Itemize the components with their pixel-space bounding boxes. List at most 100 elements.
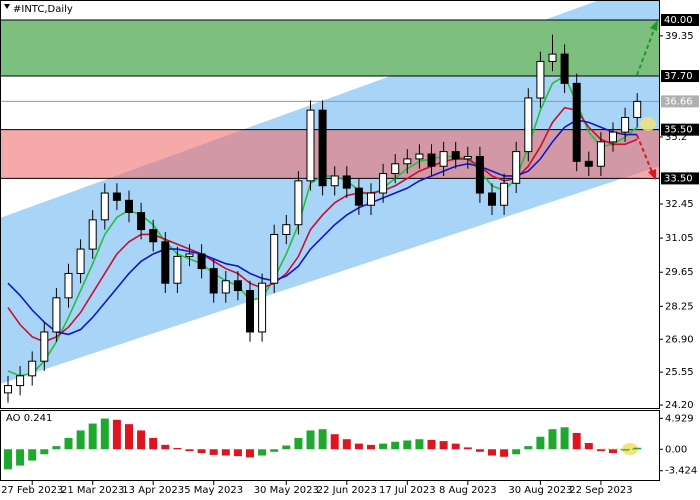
candle-body xyxy=(342,175,351,189)
candle-body xyxy=(488,192,496,206)
ao-bar xyxy=(282,445,291,450)
ao-bar xyxy=(209,449,218,455)
y-tick-label: 26.90 xyxy=(665,334,694,345)
candle-body xyxy=(524,97,533,153)
candle-body xyxy=(125,199,133,214)
ao-bar xyxy=(330,434,339,450)
title-icon xyxy=(4,4,10,9)
ao-bar xyxy=(40,449,49,455)
candle-body xyxy=(306,109,315,182)
ao-bar xyxy=(125,424,133,450)
ao-bar xyxy=(633,447,642,450)
x-tick-label: 13 Apr 2023 xyxy=(122,485,184,496)
ao-bar xyxy=(560,427,569,450)
candle-body xyxy=(367,192,375,206)
candle-body xyxy=(270,233,279,284)
ao-bar xyxy=(524,446,533,450)
ao-bar xyxy=(609,449,617,454)
candle-body xyxy=(185,253,194,257)
level-label: 35.50 xyxy=(664,125,693,136)
candles xyxy=(4,34,642,403)
ao-bar xyxy=(500,449,509,457)
level-label-bg xyxy=(661,95,699,108)
ao-bar xyxy=(415,439,424,450)
ao-bar xyxy=(221,449,230,456)
up-arrow xyxy=(636,26,656,76)
y-tick-label: 31.05 xyxy=(665,233,694,244)
indicator-frame xyxy=(0,410,660,481)
candle-body xyxy=(282,224,291,235)
candle-body xyxy=(609,131,617,143)
candle-body xyxy=(28,360,37,377)
ao-bar xyxy=(16,449,25,466)
candle-body xyxy=(427,153,436,167)
level-label: 33.50 xyxy=(664,173,693,184)
zone xyxy=(1,19,660,77)
candle-body xyxy=(415,153,424,160)
y-tick-label: 35.2 xyxy=(665,132,687,143)
grid xyxy=(1,19,660,179)
ao-bar xyxy=(258,449,267,456)
candle-body xyxy=(16,375,25,387)
candle-body xyxy=(379,173,388,194)
candle-body xyxy=(112,192,121,201)
main-frame xyxy=(0,0,660,409)
ao-bar xyxy=(439,441,448,450)
zones xyxy=(1,19,660,179)
candle-body xyxy=(209,268,218,294)
ao-bar xyxy=(246,449,254,458)
candle-body xyxy=(161,241,170,284)
x-tick-label: 21 Mar 2023 xyxy=(61,485,124,496)
y-tick-label: 29.65 xyxy=(665,267,694,278)
ao-bar xyxy=(342,439,351,450)
indicator xyxy=(4,418,642,470)
ao-bar xyxy=(294,437,303,450)
x-tick-label: 22 Jun 2023 xyxy=(317,485,377,496)
x-tick-label: 5 May 2023 xyxy=(184,485,243,496)
candle-body xyxy=(621,116,630,133)
indicator-label: AO 0.241 xyxy=(6,413,52,424)
ao-bar xyxy=(137,430,146,450)
candle-body xyxy=(100,192,109,221)
x-tick-label: 8 Aug 2023 xyxy=(439,485,497,496)
ao-bar xyxy=(318,429,327,450)
ao-tick-label: 0.00 xyxy=(665,444,687,455)
candle-body xyxy=(149,229,158,243)
ao-bar xyxy=(354,443,363,450)
chart-title: #INTC,Daily xyxy=(13,4,73,15)
candle-body xyxy=(536,60,545,99)
plot-area xyxy=(1,1,660,403)
candle-body xyxy=(76,248,85,274)
candle-body xyxy=(4,385,12,394)
candle-body xyxy=(633,100,642,118)
candle-body xyxy=(584,160,593,167)
x-tick-label: 30 May 2023 xyxy=(254,485,319,496)
ao-bar xyxy=(149,437,158,450)
candle-body xyxy=(439,151,448,167)
ao-bar xyxy=(161,444,170,450)
ao-bar xyxy=(475,449,484,452)
ao-bar xyxy=(64,437,73,450)
up-arrow-head xyxy=(650,20,658,31)
level-label-bg xyxy=(661,70,699,83)
axes: 40.00 37.70 36.66 35.50 33.50 39.35 35.2 32.45 3… xyxy=(1,13,699,496)
ao-bar xyxy=(379,443,388,450)
ao-bar xyxy=(270,449,279,452)
candle-body xyxy=(512,151,521,184)
moving-average xyxy=(7,106,638,343)
candle-body xyxy=(173,255,182,284)
ao-bar xyxy=(4,449,12,470)
level-label: 36.66 xyxy=(664,96,693,107)
candle-body xyxy=(403,158,412,165)
candle-body xyxy=(246,290,254,333)
ao-bar xyxy=(173,448,182,450)
candle-body xyxy=(197,253,206,270)
candle-body xyxy=(500,182,509,206)
candle-body xyxy=(233,280,242,292)
ao-bar xyxy=(100,418,109,450)
candle-body xyxy=(330,175,339,187)
ao-bar xyxy=(451,443,460,450)
level-label-bg xyxy=(661,123,699,136)
candle-body xyxy=(294,180,303,226)
